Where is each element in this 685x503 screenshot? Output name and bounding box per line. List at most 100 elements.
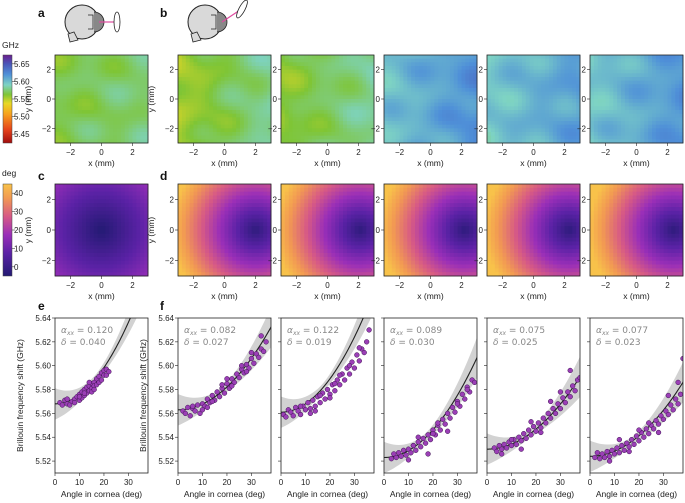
heatmap-cell xyxy=(572,117,577,122)
heatmap-cell xyxy=(128,113,133,118)
heatmap-cell xyxy=(675,102,680,107)
heatmap-cell xyxy=(86,268,91,273)
heatmap-cell xyxy=(224,195,229,200)
heatmap-cell xyxy=(181,268,187,273)
heatmap-cell xyxy=(224,73,229,78)
heatmap-cell xyxy=(339,62,344,67)
heatmap-cell xyxy=(136,121,141,126)
heatmap-cell xyxy=(655,113,661,118)
heatmap-cell xyxy=(251,256,256,262)
heatmap-cell xyxy=(93,73,99,78)
heatmap-cell xyxy=(418,113,424,118)
heatmap-cell xyxy=(240,69,245,74)
heatmap-cell xyxy=(323,110,328,115)
heatmap-cell xyxy=(124,218,130,223)
heatmap-cell xyxy=(189,102,194,107)
heatmap-cell xyxy=(240,121,245,126)
heatmap-cell xyxy=(335,132,340,137)
heatmap-cell xyxy=(255,207,260,212)
heatmap-cell xyxy=(66,272,71,277)
heatmap-cell xyxy=(281,187,286,193)
heatmap-cell xyxy=(323,106,328,111)
heatmap-cell xyxy=(86,91,91,96)
heatmap-cell xyxy=(411,91,416,96)
heatmap-cell xyxy=(521,110,527,115)
heatmap-cell xyxy=(251,84,256,89)
heatmap-cell xyxy=(446,73,451,78)
heatmap-cell xyxy=(449,135,455,140)
heatmap-cell xyxy=(663,139,668,144)
heatmap-cell xyxy=(263,203,268,208)
heatmap-cell xyxy=(240,110,245,115)
heatmap-cell xyxy=(453,77,459,82)
heatmap-cell xyxy=(255,80,260,85)
heatmap-cell xyxy=(663,91,668,96)
heatmap-cell xyxy=(58,191,64,196)
heatmap-cell xyxy=(101,121,106,126)
heatmap-cell xyxy=(296,69,301,74)
heatmap-cell xyxy=(518,132,523,137)
heatmap-cell xyxy=(644,128,649,133)
heatmap-cell xyxy=(66,80,71,85)
heatmap-cell xyxy=(78,272,83,277)
heatmap-cell xyxy=(109,222,114,227)
heatmap-cell xyxy=(113,230,118,235)
heatmap-cell xyxy=(181,69,187,74)
heatmap-cell xyxy=(438,139,443,144)
heatmap-cell xyxy=(181,199,187,204)
heatmap-cell xyxy=(70,91,75,96)
heatmap-cell xyxy=(109,80,114,85)
heatmap-cell xyxy=(220,245,225,250)
heatmap-cell xyxy=(339,128,344,133)
heatmap-cell xyxy=(224,253,229,258)
heatmap-cell xyxy=(109,124,114,129)
heatmap-cell xyxy=(296,106,301,111)
heatmap-cell xyxy=(144,128,149,133)
heatmap-cell xyxy=(197,117,202,122)
heatmap-cell xyxy=(529,77,534,82)
heatmap-cell xyxy=(93,106,99,111)
heatmap-cell xyxy=(209,214,214,219)
heatmap-cell xyxy=(58,237,64,242)
heatmap-cell xyxy=(663,124,668,129)
heatmap-cell xyxy=(124,226,130,231)
heatmap-cell xyxy=(426,135,431,140)
heatmap-cell xyxy=(366,110,371,115)
heatmap-cell xyxy=(593,139,599,144)
heatmap-cell xyxy=(89,184,95,189)
heatmap-cell xyxy=(263,272,268,277)
heatmap-cell xyxy=(327,124,332,129)
heatmap-cell xyxy=(247,99,253,104)
heatmap-cell xyxy=(240,135,245,140)
heatmap-cell xyxy=(442,135,447,140)
heatmap-cell xyxy=(251,272,256,277)
heatmap-cell xyxy=(267,210,272,216)
heatmap-cell xyxy=(205,77,210,82)
heatmap-cell xyxy=(70,73,75,78)
heatmap-cell xyxy=(259,191,264,196)
heatmap-cell xyxy=(300,73,305,78)
heatmap-cell xyxy=(193,124,198,129)
heatmap-cell xyxy=(506,110,511,115)
heatmap-cell xyxy=(300,117,305,122)
heatmap-cell xyxy=(597,139,603,144)
heatmap-cell xyxy=(132,226,137,231)
heatmap-cell xyxy=(240,187,245,193)
heatmap-cell xyxy=(93,84,99,89)
heatmap-cell xyxy=(185,80,191,85)
heatmap-cell xyxy=(189,55,194,60)
heatmap-cell xyxy=(193,95,198,100)
heatmap-cell xyxy=(132,124,137,129)
heatmap-cell xyxy=(411,69,416,74)
heatmap-cell xyxy=(537,110,542,115)
heatmap-cell xyxy=(407,69,412,74)
heatmap-cell xyxy=(132,88,137,93)
heatmap-cell xyxy=(93,124,99,129)
heatmap-cell xyxy=(209,226,214,231)
colorbar-tick-label: 30 xyxy=(14,208,23,217)
heatmap-cell xyxy=(193,69,198,74)
heatmap-cell xyxy=(449,73,455,78)
heatmap-cell xyxy=(518,95,523,100)
heatmap-cell xyxy=(232,135,237,140)
heatmap-cell xyxy=(228,113,233,118)
